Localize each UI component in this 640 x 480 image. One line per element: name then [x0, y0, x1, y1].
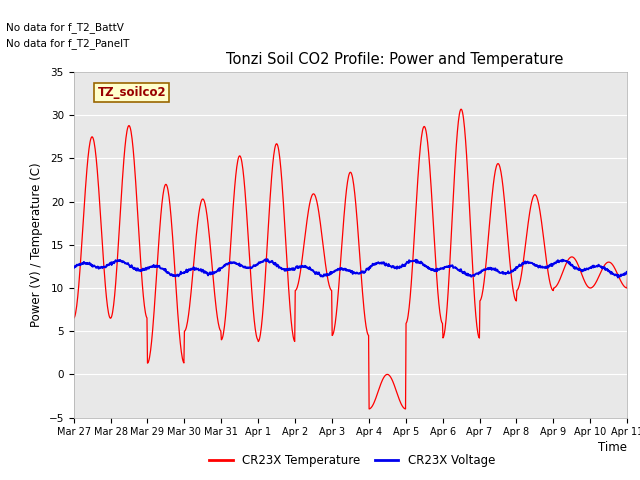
Legend: CR23X Temperature, CR23X Voltage: CR23X Temperature, CR23X Voltage — [204, 449, 500, 472]
Y-axis label: Power (V) / Temperature (C): Power (V) / Temperature (C) — [30, 163, 43, 327]
Title: Tonzi Soil CO2 Profile: Power and Temperature: Tonzi Soil CO2 Profile: Power and Temper… — [226, 52, 563, 67]
Text: No data for f_T2_BattV: No data for f_T2_BattV — [6, 22, 124, 33]
Text: TZ_soilco2: TZ_soilco2 — [97, 86, 166, 99]
Text: No data for f_T2_PanelT: No data for f_T2_PanelT — [6, 38, 130, 49]
X-axis label: Time: Time — [598, 442, 627, 455]
